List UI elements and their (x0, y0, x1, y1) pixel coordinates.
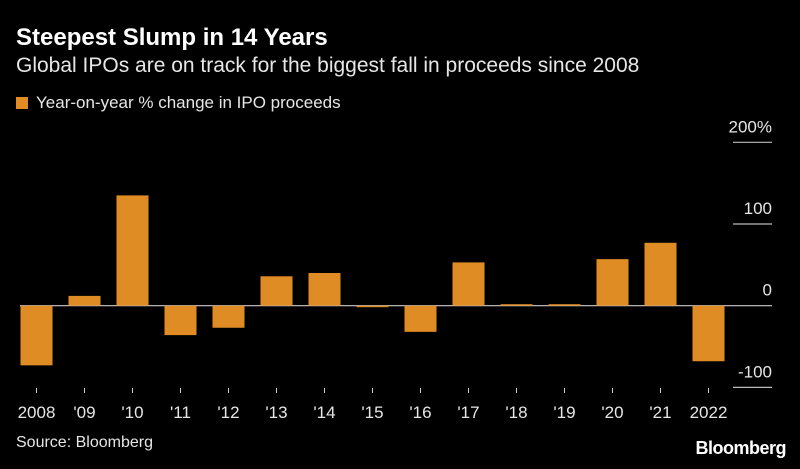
bar (644, 242, 677, 306)
bar (452, 262, 485, 306)
bar (548, 304, 581, 306)
legend-swatch (16, 97, 28, 109)
bar (596, 259, 629, 306)
bar (68, 295, 101, 306)
y-tick-label: 200% (729, 117, 772, 136)
chart-title: Steepest Slump in 14 Years (16, 24, 328, 51)
x-tick-label: '20 (601, 403, 623, 422)
x-tick-label: 2008 (18, 403, 56, 422)
source-note: Source: Bloomberg (16, 434, 153, 451)
legend: Year-on-year % change in IPO proceeds (16, 93, 341, 113)
x-tick-label: '19 (553, 403, 575, 422)
x-tick-label: '10 (121, 403, 143, 422)
x-tick-label: '12 (217, 403, 239, 422)
bar (308, 273, 341, 306)
bloomberg-logo: Bloomberg (695, 438, 786, 458)
x-tick-label: 2022 (690, 403, 728, 422)
y-tick-label: -100 (738, 362, 772, 381)
bar (404, 305, 437, 332)
x-tick-label: '14 (313, 403, 335, 422)
chart-subtitle: Global IPOs are on track for the biggest… (16, 54, 640, 77)
x-tick-label: '11 (170, 403, 191, 422)
x-tick-label: '18 (505, 403, 527, 422)
x-tick-label: '16 (409, 403, 431, 422)
x-tick-label: '13 (265, 403, 287, 422)
bar (500, 304, 533, 306)
bar (260, 276, 293, 306)
bar (212, 305, 245, 328)
x-tick-label: '15 (361, 403, 383, 422)
y-tick-label: 100 (744, 199, 772, 218)
x-tick-label: '17 (457, 403, 479, 422)
bar (692, 305, 725, 362)
bar (116, 195, 149, 306)
x-tick-label: '21 (649, 403, 671, 422)
bar (356, 305, 389, 308)
bar (20, 305, 53, 366)
y-tick-label: 0 (763, 281, 772, 300)
x-tick-label: '09 (73, 403, 95, 422)
legend-label: Year-on-year % change in IPO proceeds (36, 93, 341, 112)
bar (164, 305, 197, 336)
